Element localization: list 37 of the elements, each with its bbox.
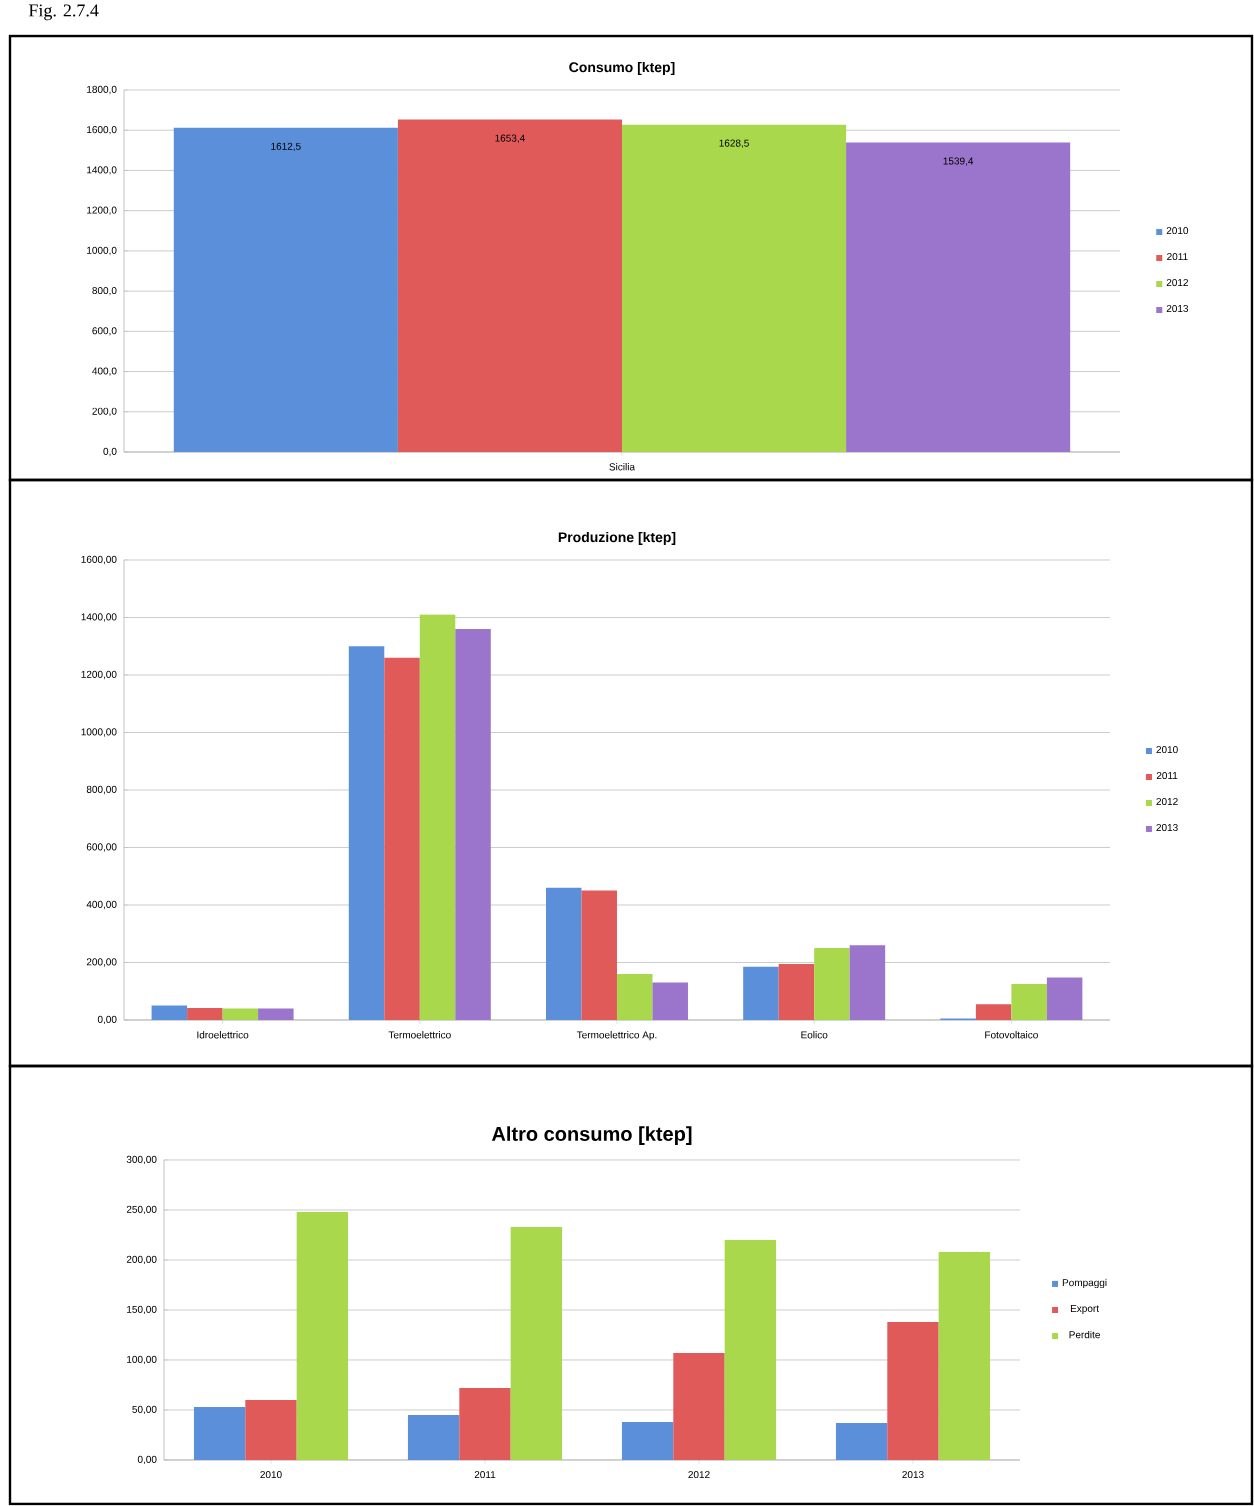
bar [1046, 977, 1083, 1020]
bar [455, 628, 491, 1020]
bar [173, 127, 398, 452]
bar [814, 948, 850, 1020]
bar [778, 963, 815, 1020]
bar [621, 1421, 674, 1460]
bar [459, 1387, 511, 1460]
bar [193, 1406, 246, 1460]
bar [151, 1005, 188, 1020]
bar [835, 1422, 888, 1460]
chart-title: Altro consumo [ktep] [491, 1126, 692, 1145]
bar [245, 1399, 297, 1460]
bar [545, 887, 582, 1020]
bar [743, 966, 779, 1020]
bar [187, 1007, 223, 1020]
bar [616, 973, 653, 1020]
bar [258, 1008, 294, 1020]
bar [581, 890, 617, 1020]
bar [975, 1004, 1012, 1020]
bar [938, 1251, 991, 1460]
bar [724, 1239, 777, 1460]
bar [296, 1211, 349, 1460]
bar [348, 646, 385, 1020]
bar [222, 1008, 259, 1020]
bar [397, 119, 622, 452]
bar [846, 142, 1071, 452]
caption: Fig. 2.7.4 [28, 4, 99, 21]
bar [652, 982, 688, 1020]
bar [849, 945, 886, 1020]
bar [419, 614, 456, 1020]
bar [510, 1226, 563, 1460]
bar [384, 657, 420, 1020]
bar [1011, 984, 1047, 1020]
bar [673, 1352, 725, 1460]
bar [621, 124, 847, 452]
bar [887, 1321, 939, 1460]
bar [407, 1414, 460, 1460]
